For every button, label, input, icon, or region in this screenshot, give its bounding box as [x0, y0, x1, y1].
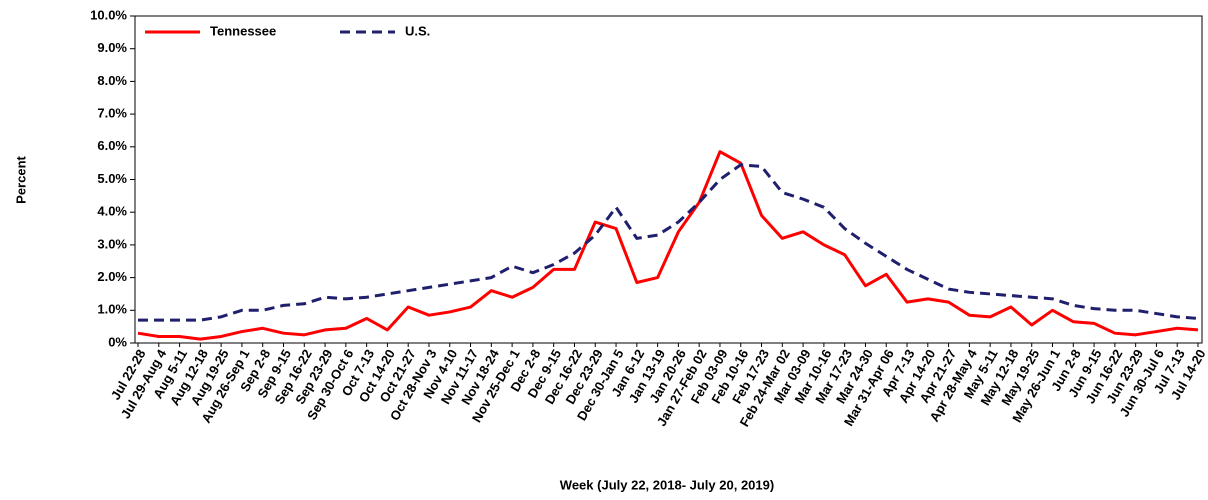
- y-tick-label: 7.0%: [97, 106, 127, 121]
- y-tick-label: 9.0%: [97, 40, 127, 55]
- y-tick-label: 0%: [108, 334, 127, 349]
- legend-label: Tennessee: [210, 23, 276, 38]
- plot-frame: [134, 15, 1203, 344]
- y-tick-label: 8.0%: [97, 73, 127, 88]
- y-tick-label: 2.0%: [97, 269, 127, 284]
- series-line: [138, 163, 1199, 322]
- y-axis-title: Percent: [13, 155, 28, 203]
- y-tick-label: 6.0%: [97, 138, 127, 153]
- y-tick-label: 4.0%: [97, 204, 127, 219]
- y-tick-label: 10.0%: [90, 7, 127, 22]
- y-tick-label: 1.0%: [97, 302, 127, 317]
- legend-label: U.S.: [405, 23, 430, 38]
- x-axis-title: Week (July 22, 2018- July 20, 2019): [560, 477, 774, 492]
- y-tick-label: 3.0%: [97, 236, 127, 251]
- series-line: [137, 150, 1199, 341]
- y-tick-label: 5.0%: [97, 171, 127, 186]
